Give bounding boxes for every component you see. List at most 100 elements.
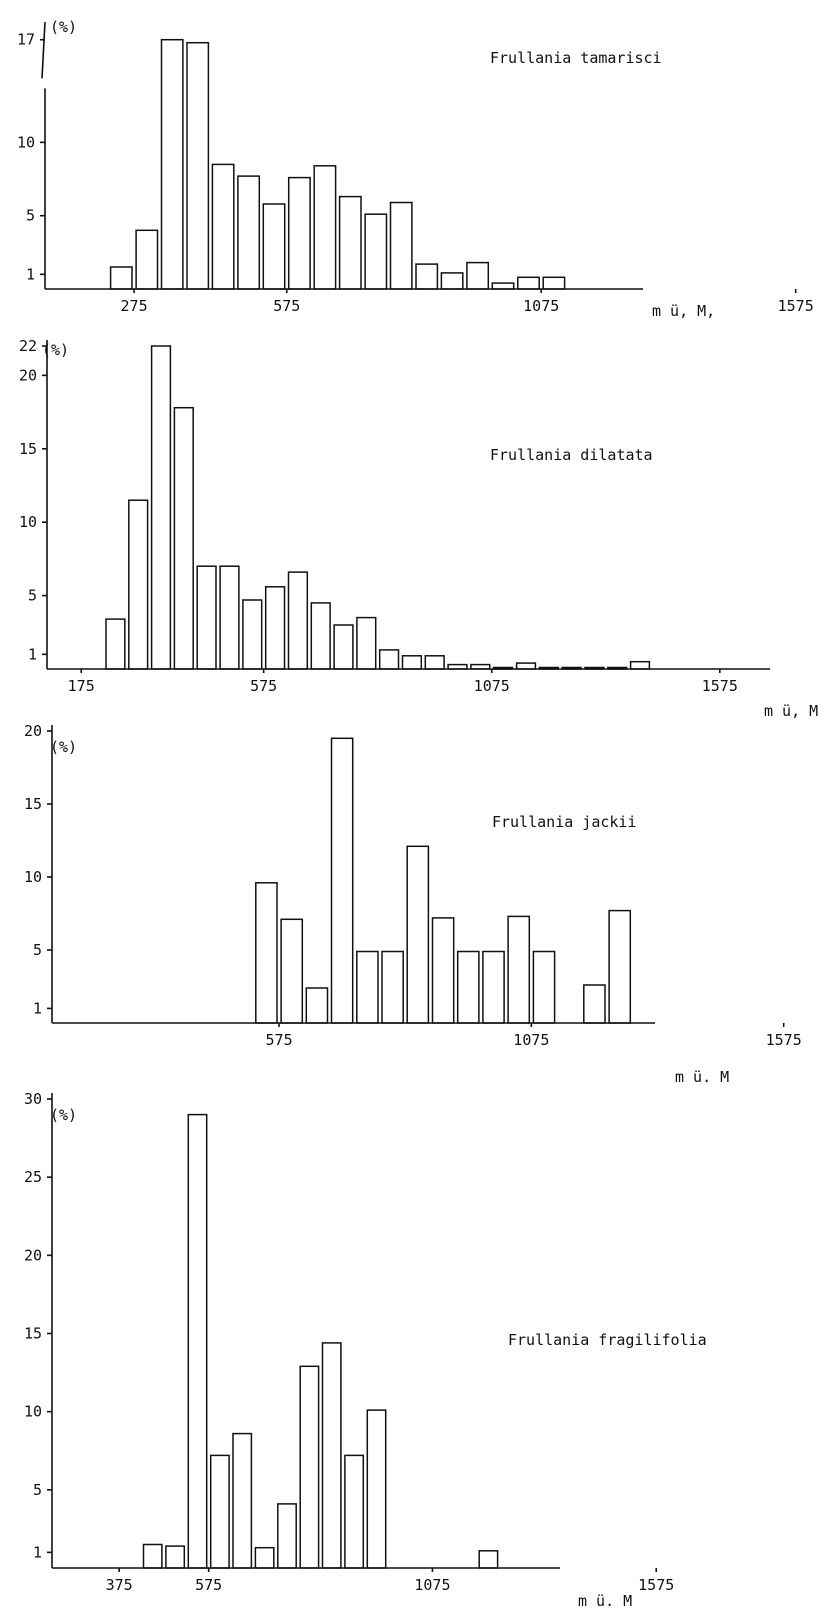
bar — [219, 565, 240, 670]
bar — [542, 276, 566, 290]
bar — [255, 882, 278, 1024]
x-tick-label: 1075 — [414, 1576, 450, 1594]
bar — [280, 918, 304, 1024]
x-tick-label: 575 — [266, 1031, 293, 1049]
panel-title: Frullania dilatata — [490, 446, 653, 464]
bar — [128, 499, 149, 670]
bar — [478, 1550, 499, 1569]
y-tick-label: 5 — [28, 587, 37, 605]
bar — [242, 599, 263, 670]
bar — [287, 571, 309, 670]
x-tick-label: 575 — [250, 677, 277, 695]
bar — [310, 602, 331, 670]
bar — [629, 660, 651, 670]
y-tick-label: 10 — [24, 868, 42, 886]
x-tick-label: 1575 — [778, 297, 814, 315]
bar — [356, 616, 377, 670]
bar — [287, 176, 311, 290]
panel-frullania-dilatata: Frullania dilatata (%) m ü, M 1510152022… — [19, 337, 818, 720]
y-tick-label: 15 — [19, 440, 37, 458]
bar — [389, 201, 413, 290]
y-tick-label: 1 — [26, 265, 35, 283]
x-tick-label: 375 — [106, 1576, 133, 1594]
x-axis-unit-label: m ü. M — [675, 1068, 729, 1086]
y-tick-label: 5 — [33, 1481, 42, 1499]
y-tick-label: 20 — [19, 366, 37, 384]
x-tick-label: 1075 — [513, 1031, 549, 1049]
bar — [264, 586, 286, 670]
bar — [254, 1546, 275, 1569]
y-tick-label: 1 — [33, 999, 42, 1017]
bar — [532, 950, 556, 1024]
bar — [608, 909, 632, 1024]
axes — [40, 21, 797, 293]
panel-frullania-fragilifolia: Frullania fragilifolia (%) m ü. M 151015… — [24, 1090, 707, 1610]
y-tick-label: 17 — [17, 31, 35, 49]
x-axis-unit-label: m ü, M, — [652, 302, 715, 320]
bar — [173, 406, 194, 670]
y-tick-label: 1 — [28, 645, 37, 663]
bar — [313, 165, 337, 290]
y-axis-unit-label: (%) — [42, 341, 69, 359]
x-tick-label: 1575 — [702, 677, 738, 695]
x-tick-label: 275 — [121, 297, 148, 315]
bar — [378, 649, 400, 670]
bar-series — [255, 737, 632, 1024]
y-tick-label: 15 — [24, 795, 42, 813]
panel-title: Frullania tamarisci — [490, 49, 662, 67]
bar — [401, 655, 423, 670]
y-axis-unit-label: (%) — [50, 738, 77, 756]
bar-series — [105, 345, 651, 670]
bar — [142, 1543, 163, 1569]
x-tick-label: 1575 — [638, 1576, 674, 1594]
bar — [456, 950, 480, 1024]
bar — [187, 1113, 208, 1569]
bar — [364, 213, 388, 290]
bar — [356, 950, 379, 1024]
bar — [330, 737, 354, 1024]
x-tick-label: 175 — [68, 677, 95, 695]
y-tick-label: 25 — [24, 1168, 42, 1186]
bar — [517, 276, 540, 290]
bar — [209, 1454, 230, 1569]
y-axis-line — [41, 21, 46, 79]
bar — [431, 917, 455, 1024]
x-axis-unit-label: m ü. M — [578, 1592, 632, 1610]
bar — [424, 655, 445, 670]
bar — [211, 163, 235, 290]
x-tick-label: 575 — [273, 297, 300, 315]
bar — [262, 203, 286, 290]
bar — [150, 345, 172, 670]
bar-series — [109, 38, 566, 290]
axes — [47, 725, 785, 1027]
bar — [366, 1409, 387, 1569]
y-tick-label: 10 — [19, 513, 37, 531]
bar — [237, 175, 261, 290]
y-tick-label: 20 — [24, 722, 42, 740]
y-tick-label: 1 — [33, 1543, 42, 1561]
x-tick-label: 1075 — [523, 297, 559, 315]
bar — [507, 915, 531, 1024]
y-tick-label: 30 — [24, 1090, 42, 1108]
x-axis-unit-label: m ü, M — [764, 702, 818, 720]
y-tick-label: 5 — [26, 207, 35, 225]
bar — [583, 984, 606, 1024]
bar — [338, 195, 362, 290]
axes — [47, 1093, 658, 1572]
bar-series — [142, 1113, 499, 1569]
y-tick-label: 20 — [24, 1246, 42, 1264]
axes — [42, 340, 770, 673]
tick-labels: 1510152022175575107515752075 — [19, 337, 738, 695]
y-axis-unit-label: (%) — [50, 18, 77, 36]
bar — [381, 950, 404, 1024]
bar — [333, 624, 354, 670]
y-tick-label: 15 — [24, 1325, 42, 1343]
y-tick-label: 10 — [17, 133, 35, 151]
x-tick-label: 1575 — [766, 1031, 802, 1049]
bar — [232, 1432, 253, 1569]
bar — [196, 565, 217, 670]
x-tick-label: 1075 — [474, 677, 510, 695]
bar — [160, 38, 184, 290]
